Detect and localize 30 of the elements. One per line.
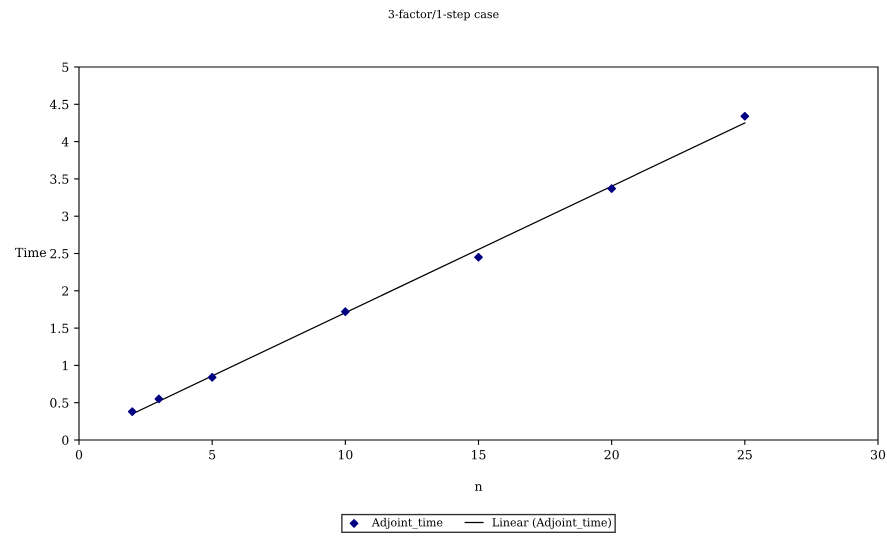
x-axis-title: n: [474, 484, 482, 491]
y-axis-title: Time: [15, 248, 46, 258]
y-tick-label: 4.5: [50, 100, 68, 110]
point: [208, 372, 217, 382]
point: [128, 407, 137, 416]
y-tick-label: 5: [62, 62, 68, 72]
point: [154, 394, 164, 404]
chart-title: 3-factor/1-step case: [388, 10, 499, 20]
y-tick-label: 3: [62, 212, 68, 222]
y-tick-label: 0: [62, 435, 68, 445]
x-tick-label: 10: [338, 450, 352, 460]
point: [740, 112, 750, 121]
x-tick-label: 15: [472, 450, 486, 460]
y-tick-label: 2.5: [50, 248, 68, 258]
point: [474, 252, 483, 262]
x-tick-label: 20: [604, 450, 619, 460]
x-tick-label: 5: [209, 450, 216, 460]
legend-label: Adjoint_time: [372, 518, 442, 529]
x-tick-label: 30: [871, 450, 886, 460]
y-tick-label: 1: [62, 360, 68, 370]
x-tick-label: 0: [76, 450, 82, 460]
point: [607, 184, 616, 193]
y-tick-label: 4: [62, 137, 69, 146]
legend-label: Linear (Adjoint_time): [492, 518, 611, 529]
y-tick-label: 2: [62, 286, 68, 296]
point: [340, 307, 350, 316]
x-tick-label: 25: [738, 450, 752, 460]
y-tick-label: 0.5: [50, 398, 68, 408]
y-tick-label: 1.5: [50, 324, 68, 334]
y-tick-label: 3.5: [50, 174, 68, 184]
